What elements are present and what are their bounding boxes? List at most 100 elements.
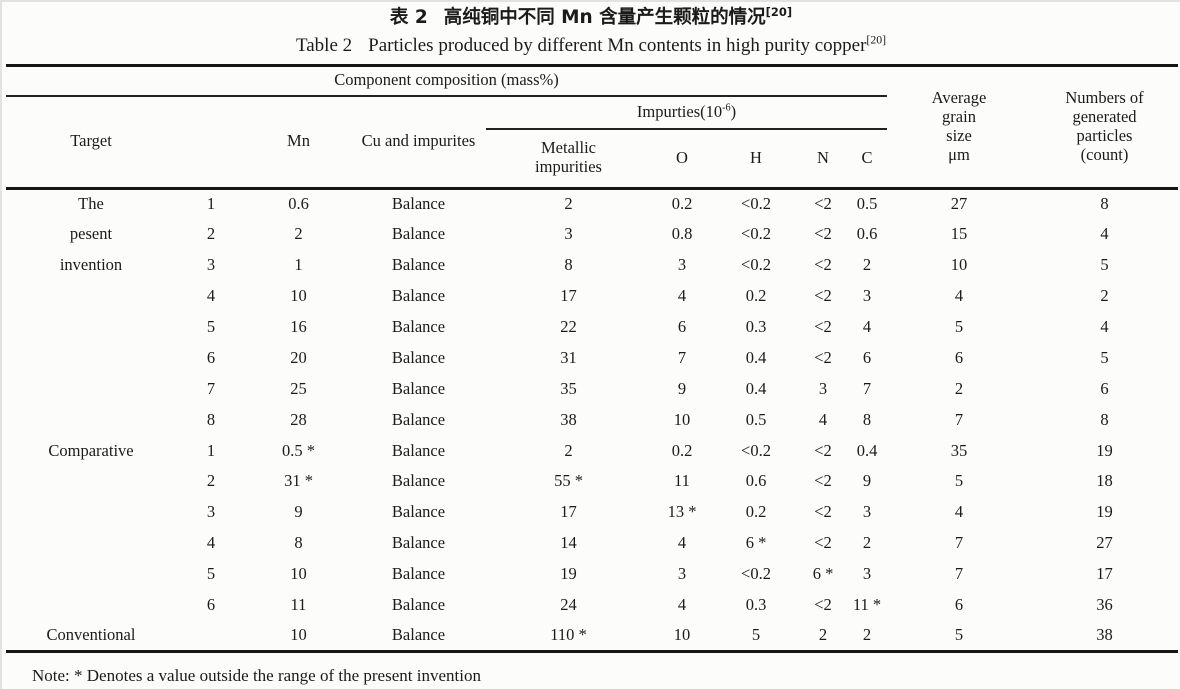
table-cell: 0.6 <box>745 471 767 491</box>
table-cell: 4 <box>954 502 964 522</box>
table-cell: 2 <box>799 620 847 654</box>
table-cell: 5 <box>1100 255 1109 275</box>
table-cell: <2 <box>814 502 832 522</box>
header-nitrogen: N <box>817 147 829 167</box>
table-cell: <2 <box>814 533 832 553</box>
table-cell: 4 <box>1100 317 1109 337</box>
table-cell: 11 <box>674 471 690 491</box>
table-cell: 2 <box>206 471 216 491</box>
table-cell: 4 <box>1100 224 1109 244</box>
table-cell: 28 <box>290 409 307 429</box>
table-cell: 3 <box>206 502 216 522</box>
table-cell: 0.5 * <box>282 440 315 460</box>
table-cell: <2 <box>814 317 832 337</box>
table-cell: 110 * <box>486 620 651 654</box>
table-row: 7 25 Balance 35 9 0.4 3 7 2 6 <box>6 374 1178 405</box>
table-cell: 17 <box>1096 564 1113 584</box>
table-cell: 8 <box>206 409 216 429</box>
table-cell: 27 <box>1096 533 1113 553</box>
table-cell: 10 <box>290 286 307 306</box>
table-header: Component composition (mass%) Average gr… <box>6 64 1178 189</box>
table-cell: <2 <box>814 440 832 460</box>
table-cell: <2 <box>814 286 832 306</box>
header-row-group3: Metallic impurities O H N C <box>6 129 1178 189</box>
header-grain-line: size <box>946 126 972 145</box>
table-cell: 4 <box>206 286 216 306</box>
table-cell: 5 <box>954 471 964 491</box>
header-grain-size: Average grain size μm <box>887 64 1031 189</box>
header-grain-line: grain <box>942 107 976 127</box>
table-cell: Balance <box>391 564 446 584</box>
table-cell: <2 <box>814 347 832 367</box>
header-cu-impurities: Cu and impurites <box>361 131 476 151</box>
table-row: 6 11 Balance 24 4 0.3 <2 11 * 6 36 <box>6 590 1178 621</box>
table-cell: 1 <box>206 440 216 460</box>
table-cell: <2 <box>814 471 832 491</box>
table-cell: 20 <box>290 347 307 367</box>
table-cell: 31 <box>560 347 577 367</box>
table-cell: 27 <box>887 187 1031 220</box>
table-cell: <2 <box>814 595 832 615</box>
table-cell: 2 <box>564 440 573 460</box>
table-cell: 2 <box>486 187 651 220</box>
header-impurities-exponent: -6 <box>722 102 731 114</box>
target-cell: Conventional <box>6 620 176 654</box>
table-cell: 9 <box>677 378 687 398</box>
table-cell: <0.2 <box>741 224 771 244</box>
table-cell: 3 <box>818 378 828 398</box>
table-cell: Balance <box>391 409 446 429</box>
table-cell: 6 * <box>745 533 767 553</box>
table-row: 3 9 Balance 17 13 * 0.2 <2 3 4 19 <box>6 497 1178 528</box>
table-title-en-text: Particles produced by different Mn conte… <box>368 35 867 56</box>
table-cell: <0.2 <box>741 564 771 584</box>
table-cell <box>176 620 246 654</box>
table-cell: 4 <box>677 533 687 553</box>
table-cell: 9 <box>862 471 872 491</box>
table-cell: Balance <box>351 620 486 654</box>
table-cell: 10 <box>673 409 691 429</box>
table-cell: 0.8 <box>671 224 693 244</box>
table-title-zh-text: 高纯铜中不同 Mn 含量产生颗粒的情况 <box>443 7 766 28</box>
table-cell: 55 * <box>554 471 583 491</box>
table-cell: 7 <box>206 378 216 398</box>
citation-superscript-en: [20] <box>866 33 887 47</box>
table-cell: <2 <box>814 224 832 244</box>
target-cell: invention <box>59 255 123 275</box>
target-cell <box>6 528 176 559</box>
table-cell: 2 <box>294 224 303 244</box>
table-cell: 6 <box>206 595 216 615</box>
header-oxygen: O <box>676 147 688 167</box>
table-cell: 15 <box>950 224 968 244</box>
target-cell: pesent <box>69 224 113 244</box>
table-cell: Balance <box>391 255 446 275</box>
header-particles-line: generated <box>1072 107 1137 127</box>
table-cell: 6 <box>677 317 687 337</box>
table-cell: Balance <box>391 502 446 522</box>
header-impurities-base: Impurties(10 <box>636 101 723 121</box>
table-row: 4 10 Balance 17 4 0.2 <2 3 4 2 <box>6 281 1178 312</box>
table-cell: 9 <box>294 502 303 522</box>
table-cell: 0.6 <box>246 187 351 220</box>
table-cell: 10 <box>651 620 713 654</box>
target-cell <box>6 374 176 405</box>
table-cell: 31 * <box>284 471 313 491</box>
table-cell: 2 <box>847 620 887 654</box>
table-cell: 6 <box>1100 378 1109 398</box>
table-cell: 19 <box>560 564 577 584</box>
table-cell: 3 <box>564 224 573 244</box>
table-cell: 25 <box>290 378 307 398</box>
table-row: invention 3 1 Balance 8 3 <0.2 <2 2 10 5 <box>6 250 1178 281</box>
table-cell: 3 <box>862 564 872 584</box>
table-cell: 35 <box>560 378 577 398</box>
table-cell: 6 <box>954 595 964 615</box>
table-cell: 7 <box>862 378 872 398</box>
target-cell: The <box>6 187 176 220</box>
table-cell: Balance <box>391 317 446 337</box>
table-cell: 13 * <box>667 502 697 522</box>
table-cell: 17 <box>560 286 577 306</box>
header-hydrogen: H <box>750 147 762 167</box>
table-cell: 0.4 <box>745 347 767 367</box>
table-cell: 11 <box>290 595 307 615</box>
table-cell: 6 <box>206 347 216 367</box>
